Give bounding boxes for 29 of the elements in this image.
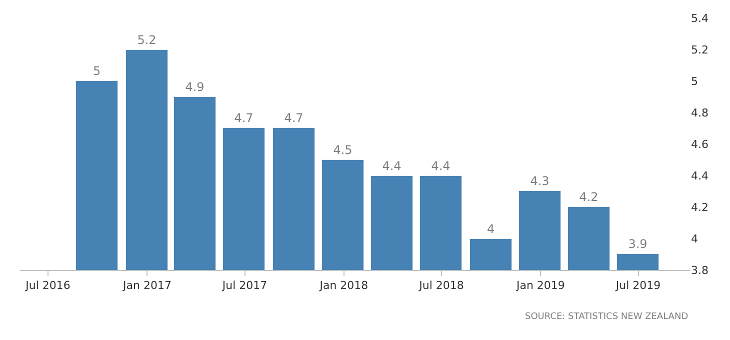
source-note: SOURCE: STATISTICS NEW ZEALAND	[525, 312, 688, 322]
data-label: 4.4	[431, 158, 450, 173]
y-tick-label: 3.8	[691, 264, 708, 277]
y-tick-label: 4.4	[691, 169, 708, 182]
y-tick-label: 4.6	[691, 138, 708, 151]
x-tick-label: Jul 2016	[24, 279, 70, 292]
x-tick-label: Jan 2018	[318, 279, 368, 292]
y-tick-label: 5.4	[691, 12, 708, 25]
data-label: 4.9	[185, 80, 204, 94]
x-tick-label: Jul 2019	[614, 279, 661, 292]
y-tick-label: 5	[691, 74, 698, 88]
data-label: 5	[92, 64, 101, 78]
x-tick-label: Jul 2018	[418, 279, 464, 292]
data-label: 3.9	[628, 236, 648, 251]
data-label: 4.4	[382, 158, 402, 173]
y-tick-label: 5.2	[691, 43, 708, 56]
data-label: 5.2	[137, 32, 156, 47]
data-label: 4.5	[333, 142, 352, 157]
x-tick-label: Jul 2017	[221, 279, 268, 292]
y-tick-label: 4	[691, 232, 698, 246]
y-tick-label: 4.8	[691, 106, 708, 120]
y-tick-label: 4.2	[691, 200, 708, 214]
data-label: 4.2	[579, 190, 598, 204]
data-label: 4.7	[234, 110, 254, 125]
data-label: 4	[486, 222, 495, 236]
x-tick-label: Jan 2019	[515, 279, 565, 292]
x-tick-label: Jan 2017	[122, 279, 172, 292]
data-label: 4.7	[284, 110, 304, 125]
data-label: 4.3	[530, 174, 550, 188]
